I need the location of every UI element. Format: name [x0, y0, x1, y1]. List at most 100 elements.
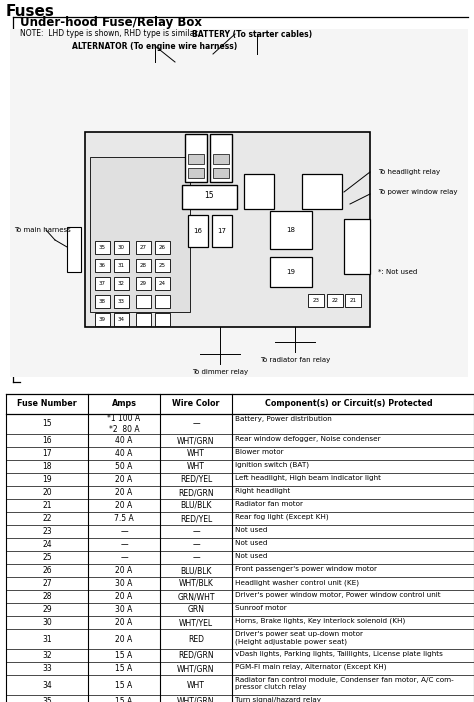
Circle shape — [275, 238, 283, 246]
Bar — [155, 313, 170, 326]
Circle shape — [299, 276, 307, 284]
Bar — [213, 154, 229, 164]
Bar — [6, 577, 474, 590]
Text: 32: 32 — [118, 281, 125, 286]
Bar — [344, 219, 370, 274]
Circle shape — [194, 218, 202, 226]
Bar — [6, 538, 474, 551]
Text: Blower motor: Blower motor — [235, 449, 283, 455]
Text: 33: 33 — [42, 664, 52, 673]
Bar — [302, 174, 342, 209]
Text: 24: 24 — [159, 281, 166, 286]
Text: 17: 17 — [42, 449, 52, 458]
Text: BLU/BLK: BLU/BLK — [180, 501, 212, 510]
Bar — [67, 227, 81, 272]
Circle shape — [94, 159, 110, 175]
Bar — [6, 486, 474, 499]
Text: Driver's power window motor, Power window control unit: Driver's power window motor, Power windo… — [235, 592, 441, 598]
Text: 18: 18 — [286, 227, 295, 233]
Text: *1 100 A
*2  80 A: *1 100 A *2 80 A — [108, 414, 141, 434]
Text: Driver's power seat up-down motor
(Height adjustable power seat): Driver's power seat up-down motor (Heigh… — [235, 631, 363, 644]
Text: BATTERY (To starter cables): BATTERY (To starter cables) — [192, 30, 312, 39]
Bar — [6, 499, 474, 512]
Text: Amps: Amps — [111, 399, 137, 409]
Text: WHT/GRN: WHT/GRN — [177, 697, 215, 702]
Text: 7.5 A: 7.5 A — [114, 514, 134, 523]
Bar — [6, 414, 474, 434]
Text: WHT: WHT — [187, 680, 205, 689]
Bar — [6, 512, 474, 525]
Bar — [188, 215, 208, 247]
Text: WHT/GRN: WHT/GRN — [177, 664, 215, 673]
Text: 16: 16 — [193, 228, 202, 234]
Bar — [6, 525, 474, 538]
Bar — [6, 551, 474, 564]
Bar — [188, 154, 204, 164]
Text: 16: 16 — [42, 436, 52, 445]
Text: Not used: Not used — [235, 553, 267, 559]
Text: GRN: GRN — [188, 605, 204, 614]
Text: 27: 27 — [42, 579, 52, 588]
Text: 15: 15 — [42, 420, 52, 428]
Text: *: Not used: *: Not used — [378, 269, 417, 275]
Bar — [345, 294, 361, 307]
Text: Front passenger's power window motor: Front passenger's power window motor — [235, 566, 377, 572]
Bar — [327, 294, 343, 307]
Text: 20 A: 20 A — [115, 618, 133, 627]
Bar — [6, 603, 474, 616]
Text: 40 A: 40 A — [115, 449, 133, 458]
Text: RED/YEL: RED/YEL — [180, 475, 212, 484]
Text: —: — — [192, 420, 200, 428]
Text: 15: 15 — [204, 190, 214, 199]
Text: Radiator fan motor: Radiator fan motor — [235, 501, 303, 507]
Bar — [136, 259, 151, 272]
Bar — [95, 295, 110, 308]
Bar — [114, 241, 129, 254]
Text: 35: 35 — [99, 245, 106, 250]
Text: RED/GRN: RED/GRN — [178, 651, 214, 660]
Text: Fuses: Fuses — [6, 4, 55, 19]
Bar — [95, 241, 110, 254]
Text: 15 A: 15 A — [115, 651, 133, 660]
Text: Left headlight, High beam indicator light: Left headlight, High beam indicator ligh… — [235, 475, 381, 481]
Text: 20 A: 20 A — [115, 592, 133, 601]
Text: 50 A: 50 A — [115, 462, 133, 471]
Text: 20 A: 20 A — [115, 501, 133, 510]
Text: Ignition switch (BAT): Ignition switch (BAT) — [235, 462, 309, 468]
Circle shape — [218, 218, 226, 226]
Bar — [244, 174, 274, 209]
Text: To power window relay: To power window relay — [378, 189, 457, 195]
Text: 23: 23 — [42, 527, 52, 536]
Text: vDash lights, Parking lights, Taillights, License plate lights: vDash lights, Parking lights, Taillights… — [235, 651, 443, 657]
Text: 18: 18 — [42, 462, 52, 471]
Text: 37: 37 — [99, 281, 106, 286]
Text: PGM-FI main relay, Alternator (Except KH): PGM-FI main relay, Alternator (Except KH… — [235, 664, 386, 670]
Circle shape — [299, 238, 307, 246]
Text: WHT/YEL: WHT/YEL — [179, 618, 213, 627]
Bar — [308, 294, 324, 307]
Circle shape — [275, 260, 283, 268]
Text: 29: 29 — [42, 605, 52, 614]
Text: 34: 34 — [42, 680, 52, 689]
Text: 36: 36 — [99, 263, 106, 268]
Bar — [6, 473, 474, 486]
Text: RED/GRN: RED/GRN — [178, 488, 214, 497]
Text: WHT: WHT — [187, 462, 205, 471]
Text: 22: 22 — [331, 298, 338, 303]
Text: 20 A: 20 A — [115, 488, 133, 497]
Circle shape — [218, 236, 226, 244]
Circle shape — [354, 159, 370, 175]
Text: 24: 24 — [42, 540, 52, 549]
Bar — [6, 675, 474, 695]
Text: Horns, Brake lights, Key interlock solenoid (KH): Horns, Brake lights, Key interlock solen… — [235, 618, 405, 625]
Text: 40 A: 40 A — [115, 436, 133, 445]
Bar — [155, 241, 170, 254]
Bar — [95, 313, 110, 326]
Bar — [136, 277, 151, 290]
Bar — [155, 277, 170, 290]
Bar — [155, 259, 170, 272]
Text: 19: 19 — [286, 269, 295, 275]
Text: To main harness: To main harness — [14, 227, 71, 233]
Text: To dimmer relay: To dimmer relay — [192, 369, 248, 375]
Bar — [188, 168, 204, 178]
